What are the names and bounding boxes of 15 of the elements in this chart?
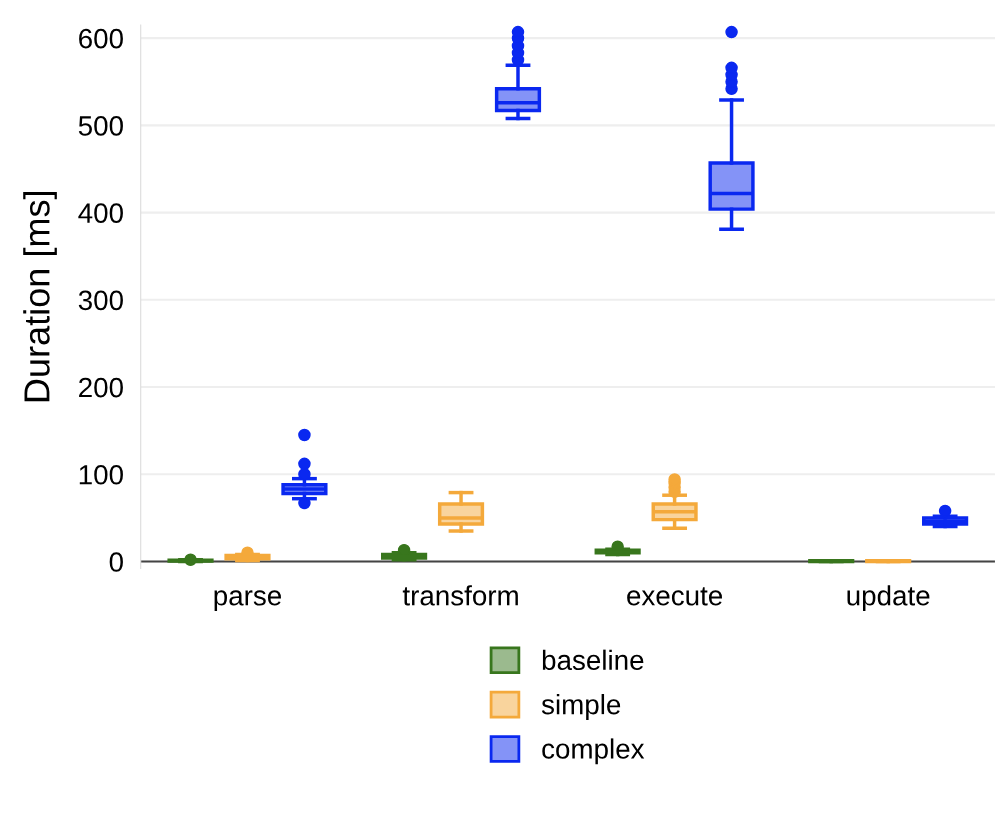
x-tick-label: parse bbox=[214, 590, 281, 612]
legend-label: simple bbox=[541, 694, 621, 720]
y-tick-label: 200 bbox=[79, 377, 123, 398]
x-tick-label: update bbox=[847, 585, 930, 612]
y-tick-label: 500 bbox=[78, 116, 123, 136]
x-tick-label: transform bbox=[402, 585, 518, 606]
y-tick-label: 400 bbox=[78, 203, 123, 223]
legend-label: complex bbox=[542, 738, 645, 765]
y-tick-label: 600 bbox=[79, 28, 123, 49]
y-tick-label: 300 bbox=[78, 290, 123, 311]
legend-label: baseline bbox=[542, 649, 644, 671]
y-axis-title: Duration [ms] bbox=[23, 191, 57, 402]
x-tick-label: execute bbox=[627, 587, 723, 606]
y-tick-label: 0 bbox=[109, 552, 123, 572]
y-tick-label: 100 bbox=[79, 464, 123, 485]
